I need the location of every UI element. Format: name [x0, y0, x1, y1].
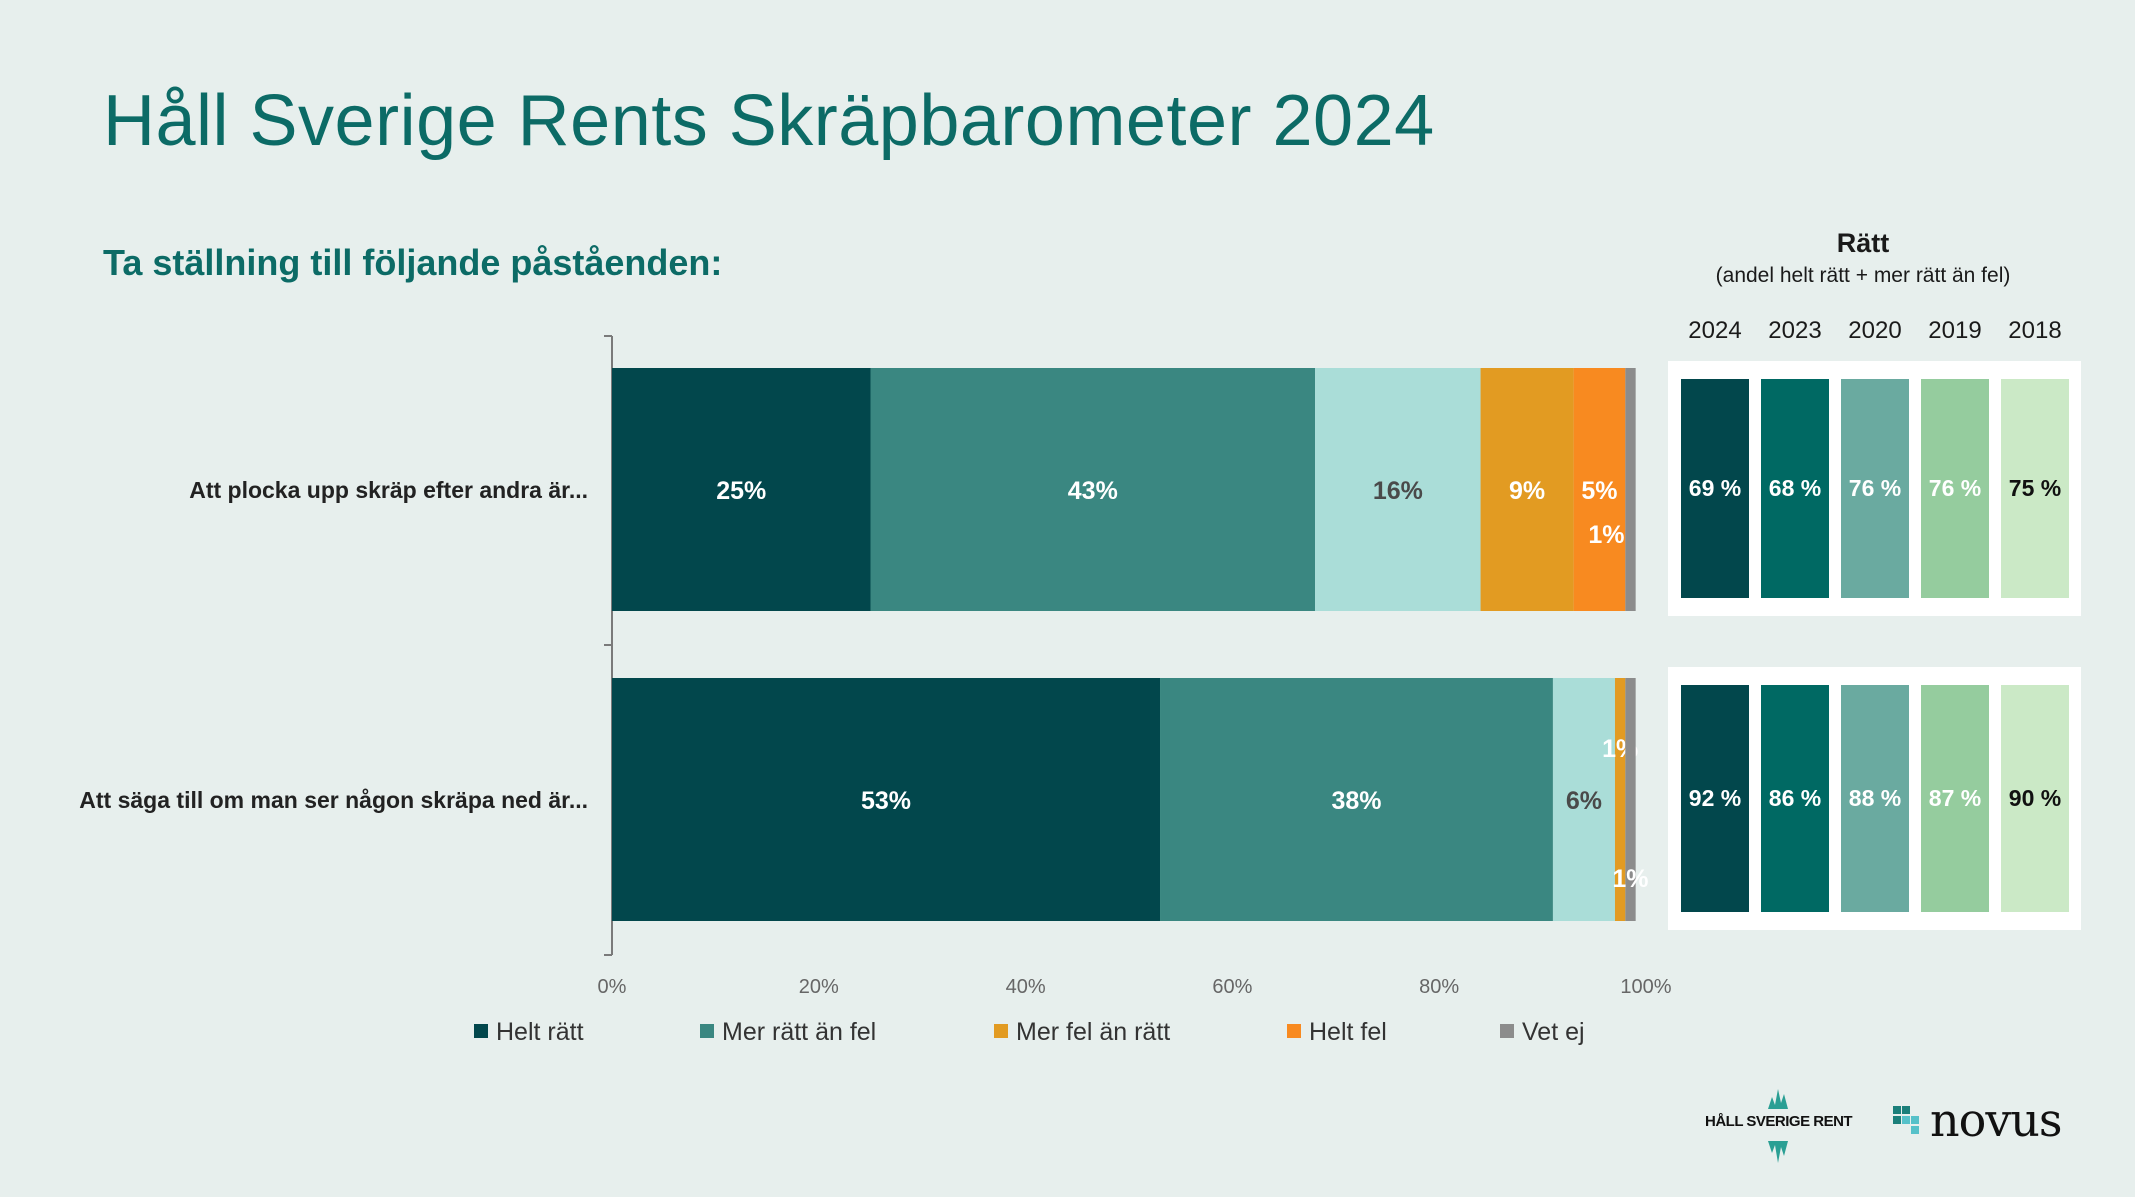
- x-tick-label: 0%: [598, 976, 627, 998]
- legend-swatch: [994, 1024, 1008, 1038]
- bar-segment: [1160, 678, 1553, 921]
- legend-label: Mer fel än rätt: [1016, 1018, 1171, 1046]
- legend-item: Helt rätt: [474, 1018, 584, 1047]
- bar-segment: [1614, 678, 1626, 921]
- data-label: 25%: [716, 477, 766, 505]
- year-label: 2020: [1848, 317, 1902, 344]
- logo-area: HÅLL SVERIGE RENT novus: [1700, 1075, 2100, 1175]
- year-value-box: 76 %: [1841, 379, 1909, 598]
- legend-item: Mer rätt än fel: [700, 1018, 876, 1047]
- bar-segment: [1625, 678, 1636, 921]
- year-label: 2024: [1688, 317, 1742, 344]
- legend-swatch: [1500, 1024, 1514, 1038]
- legend-label: Mer rätt än fel: [722, 1018, 877, 1046]
- right-panel-subtitle: (andel helt rätt + mer rätt än fel): [1715, 264, 2011, 287]
- data-label: 9%: [1509, 477, 1545, 505]
- data-label: 43%: [1068, 477, 1118, 505]
- data-label: 38%: [1331, 787, 1381, 815]
- data-label: 5%: [1581, 477, 1617, 505]
- legend-swatch: [700, 1024, 714, 1038]
- category-label: Att säga till om man ser någon skräpa ne…: [79, 787, 588, 813]
- year-label: 2018: [2008, 317, 2062, 344]
- year-value-box: 75 %: [2001, 379, 2069, 598]
- novus-mark-icon: [1893, 1106, 1919, 1134]
- x-tick-label: 60%: [1212, 976, 1252, 998]
- year-value-box: 68 %: [1761, 379, 1829, 598]
- legend-label: Vet ej: [1522, 1018, 1585, 1046]
- hall-sverige-rent-logo-icon: [1768, 1089, 1788, 1163]
- year-value-box: 88 %: [1841, 685, 1909, 912]
- bar-segment: [1480, 368, 1574, 611]
- x-tick-label: 80%: [1419, 976, 1459, 998]
- bar-segment: [1573, 368, 1626, 611]
- x-tick-label: 20%: [799, 976, 839, 998]
- category-label: Att plocka upp skräp efter andra är...: [189, 477, 588, 503]
- bar-segment: [612, 678, 1161, 921]
- x-tick-label: 40%: [1006, 976, 1046, 998]
- bar-segment: [612, 368, 871, 611]
- page-title: Håll Sverige Rents Skräpbarometer 2024: [103, 81, 1435, 161]
- year-value-box: 86 %: [1761, 685, 1829, 912]
- data-label: 6%: [1566, 787, 1602, 815]
- year-value-box: 76 %: [1921, 379, 1989, 598]
- year-label: 2023: [1768, 317, 1822, 344]
- data-label: 1%: [1612, 865, 1648, 893]
- bar-segment: [1625, 368, 1636, 611]
- hall-sverige-rent-logo-text: HÅLL SVERIGE RENT: [1705, 1113, 1853, 1130]
- bar-segment: [870, 368, 1316, 611]
- novus-logo-text: novus: [1930, 1093, 2063, 1147]
- bar-segment: [1315, 368, 1481, 611]
- legend-item: Vet ej: [1500, 1018, 1585, 1047]
- data-label: 53%: [861, 787, 911, 815]
- year-value-box: 90 %: [2001, 685, 2069, 912]
- data-label: 1%: [1588, 521, 1624, 549]
- legend-item: Mer fel än rätt: [994, 1018, 1170, 1047]
- x-tick-label: 100%: [1620, 976, 1671, 998]
- right-panel-title: Rätt: [1836, 228, 1890, 258]
- legend-item: Helt fel: [1287, 1018, 1387, 1047]
- chart-subtitle: Ta ställning till följande påståenden:: [103, 242, 723, 283]
- bar-segment: [1552, 678, 1615, 921]
- year-value-box: 92 %: [1681, 685, 1749, 912]
- data-label: 16%: [1373, 477, 1423, 505]
- year-value-box: 87 %: [1921, 685, 1989, 912]
- legend-label: Helt rätt: [496, 1018, 584, 1046]
- year-label: 2019: [1928, 317, 1982, 344]
- year-value-box: 69 %: [1681, 379, 1749, 598]
- legend-swatch: [1287, 1024, 1301, 1038]
- legend-swatch: [474, 1024, 488, 1038]
- legend-label: Helt fel: [1309, 1018, 1387, 1046]
